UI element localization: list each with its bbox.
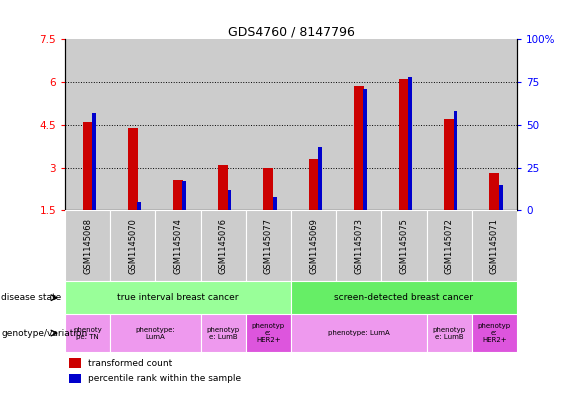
Text: GSM1145075: GSM1145075 — [399, 218, 408, 274]
Bar — [263, 167, 273, 210]
Text: phenoty
pe: TN: phenoty pe: TN — [73, 327, 102, 340]
Bar — [427, 39, 472, 210]
Bar — [291, 281, 517, 314]
Text: GSM1145069: GSM1145069 — [309, 218, 318, 274]
Bar — [69, 358, 81, 368]
Bar — [82, 122, 93, 210]
Bar — [246, 210, 291, 281]
Bar — [155, 39, 201, 210]
Text: disease state: disease state — [1, 293, 62, 302]
Bar — [65, 281, 291, 314]
Bar — [137, 202, 141, 210]
Bar — [444, 119, 454, 210]
Bar — [472, 210, 517, 281]
Text: GSM1145077: GSM1145077 — [264, 218, 273, 274]
Bar — [246, 314, 291, 352]
Bar — [201, 210, 246, 281]
Bar — [173, 180, 183, 210]
Bar — [336, 39, 381, 210]
Bar — [155, 210, 201, 281]
Bar — [110, 39, 155, 210]
Bar — [218, 165, 228, 210]
Text: phenotype:
LumA: phenotype: LumA — [136, 327, 175, 340]
Bar — [427, 210, 472, 281]
Text: GSM1145072: GSM1145072 — [445, 218, 454, 274]
Text: transformed count: transformed count — [88, 358, 172, 367]
Bar — [381, 39, 427, 210]
Text: true interval breast cancer: true interval breast cancer — [117, 293, 239, 302]
Text: percentile rank within the sample: percentile rank within the sample — [88, 374, 241, 383]
Bar — [110, 210, 155, 281]
Bar — [472, 39, 517, 210]
Bar — [499, 185, 502, 210]
Bar — [65, 210, 110, 281]
Bar — [454, 111, 457, 210]
Bar — [354, 86, 364, 210]
Bar — [69, 374, 81, 383]
Text: phenotype: LumA: phenotype: LumA — [328, 330, 390, 336]
Bar — [291, 314, 427, 352]
Bar — [363, 89, 367, 210]
Bar — [472, 314, 517, 352]
Bar — [65, 314, 110, 352]
Text: GSM1145071: GSM1145071 — [490, 218, 499, 274]
Bar — [201, 314, 246, 352]
Bar — [336, 210, 381, 281]
Text: GSM1145070: GSM1145070 — [128, 218, 137, 274]
Text: phenotyp
e: LumB: phenotyp e: LumB — [433, 327, 466, 340]
Bar — [228, 190, 231, 210]
Bar — [246, 39, 291, 210]
Bar — [427, 314, 472, 352]
Text: phenotyp
e: LumB: phenotyp e: LumB — [207, 327, 240, 340]
Bar — [128, 128, 138, 210]
Title: GDS4760 / 8147796: GDS4760 / 8147796 — [228, 25, 354, 38]
Bar — [273, 196, 276, 210]
Bar — [489, 173, 499, 210]
Text: screen-detected breast cancer: screen-detected breast cancer — [334, 293, 473, 302]
Bar — [110, 314, 201, 352]
Text: GSM1145073: GSM1145073 — [354, 218, 363, 274]
Text: genotype/variation: genotype/variation — [1, 329, 88, 338]
Bar — [65, 39, 110, 210]
Text: phenotyp
e:
HER2+: phenotyp e: HER2+ — [252, 323, 285, 343]
Bar — [201, 39, 246, 210]
Bar — [318, 147, 321, 210]
Text: GSM1145074: GSM1145074 — [173, 218, 182, 274]
Bar — [291, 210, 336, 281]
Bar — [308, 159, 319, 210]
Bar — [408, 77, 412, 210]
Bar — [291, 39, 336, 210]
Bar — [399, 79, 409, 210]
Text: GSM1145068: GSM1145068 — [83, 218, 92, 274]
Bar — [381, 210, 427, 281]
Bar — [92, 113, 95, 210]
Bar — [182, 181, 186, 210]
Text: phenotyp
e:
HER2+: phenotyp e: HER2+ — [478, 323, 511, 343]
Text: GSM1145076: GSM1145076 — [219, 218, 228, 274]
